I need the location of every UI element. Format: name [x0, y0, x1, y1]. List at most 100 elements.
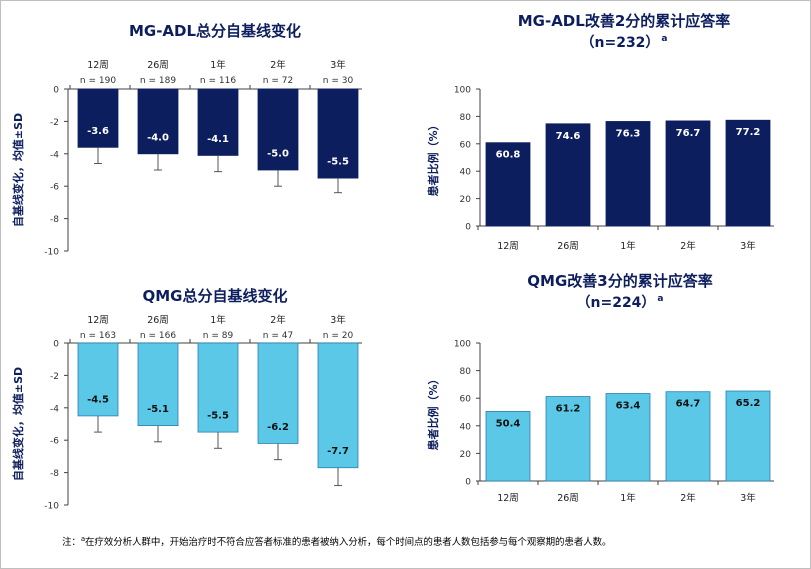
- n-label: n = 163: [80, 331, 116, 341]
- chart-subtitle-sup: a: [657, 294, 663, 304]
- n-label: n = 190: [80, 76, 116, 86]
- bar: [485, 142, 531, 227]
- value-label: -4.5: [87, 394, 109, 405]
- bar: [137, 88, 179, 155]
- n-label: n = 20: [323, 331, 354, 341]
- category-label: 12周: [497, 493, 519, 504]
- y-tick-label: 40: [460, 168, 472, 178]
- value-label: -6.2: [267, 422, 289, 433]
- y-axis-label: 自基线变化，均值±SD: [11, 113, 25, 227]
- y-tick-label: 60: [460, 140, 472, 150]
- value-label: 76.7: [676, 128, 701, 139]
- bar: [665, 391, 711, 482]
- y-tick-label: 20: [460, 195, 472, 205]
- value-label: -4.1: [207, 134, 229, 145]
- value-label: -3.6: [87, 126, 109, 137]
- value-label: 50.4: [496, 418, 521, 429]
- value-label: 61.2: [556, 404, 581, 415]
- y-tick-label: 80: [460, 367, 472, 377]
- bar: [137, 342, 179, 427]
- y-tick-label: -8: [50, 469, 59, 479]
- value-label: -7.7: [327, 446, 349, 457]
- footnote-text: 在疗效分析人群中，开始治疗时不符合应答者标准的患者被纳入分析，每个时间点的患者人…: [85, 537, 612, 548]
- value-label: 64.7: [676, 399, 701, 410]
- bar: [257, 88, 299, 171]
- bar: [317, 88, 359, 179]
- y-axis-label: 患者比例（%）: [426, 119, 440, 196]
- y-tick-label: 0: [465, 223, 471, 233]
- bar: [197, 88, 239, 156]
- y-tick-label: 0: [53, 340, 59, 350]
- category-label: 3年: [740, 492, 756, 504]
- value-label: -5.1: [147, 404, 169, 415]
- category-label: 2年: [680, 492, 696, 504]
- y-tick-label: 100: [454, 340, 471, 350]
- chart-subtitle: （n=232） a: [581, 34, 668, 51]
- category-label: 2年: [270, 59, 286, 71]
- bar: [317, 342, 359, 469]
- category-label: 26周: [557, 493, 579, 504]
- chart-4: QMG改善3分的累计应答率 （n=224） a 患者比例（%） 0 20 40 60 80 100…: [426, 272, 774, 504]
- y-tick-label: 0: [53, 86, 59, 96]
- bar: [605, 393, 651, 482]
- y-tick-label: -6: [50, 437, 59, 447]
- y-tick-label: 80: [460, 113, 472, 123]
- n-label: n = 166: [140, 331, 176, 341]
- category-label: 26周: [557, 241, 579, 252]
- y-tick-label: -8: [50, 215, 59, 225]
- y-tick-label: -4: [50, 404, 59, 414]
- value-label: 74.6: [556, 131, 581, 142]
- bar: [77, 88, 119, 148]
- y-tick-label: -10: [44, 248, 59, 258]
- y-tick-label: -2: [50, 118, 59, 128]
- y-tick-label: -2: [50, 372, 59, 382]
- y-tick-label: 40: [460, 422, 472, 432]
- value-label: -5.5: [207, 411, 229, 422]
- value-label: 77.2: [736, 127, 761, 138]
- chart-2: MG-ADL改善2分的累计应答率 （n=232） a 患者比例（%） 0 20 40 60 80…: [426, 12, 774, 252]
- chart-subtitle: （n=224） a: [577, 294, 664, 311]
- category-label: 12周: [87, 315, 109, 326]
- footnote-sup: a: [80, 534, 86, 543]
- y-tick-label: 0: [465, 478, 471, 488]
- category-label: 26周: [147, 60, 169, 71]
- bar: [77, 342, 119, 417]
- bar: [545, 396, 591, 482]
- n-label: n = 116: [200, 76, 236, 86]
- category-label: 26周: [147, 315, 169, 326]
- y-tick-label: 60: [460, 395, 472, 405]
- bar: [545, 123, 591, 227]
- chart-title: QMG总分自基线变化: [143, 287, 288, 305]
- chart-title: QMG改善3分的累计应答率: [527, 272, 712, 290]
- n-label: n = 30: [323, 76, 354, 86]
- category-label: 2年: [270, 314, 286, 326]
- y-tick-label: -6: [50, 183, 59, 193]
- category-label: 3年: [330, 314, 346, 326]
- bar: [665, 120, 711, 227]
- chart-title: MG-ADL改善2分的累计应答率: [518, 12, 731, 30]
- value-label: 65.2: [736, 398, 761, 409]
- category-label: 1年: [210, 59, 226, 71]
- bar: [197, 342, 239, 433]
- n-label: n = 189: [140, 76, 176, 86]
- y-axis-label: 自基线变化，均值±SD: [11, 367, 25, 481]
- category-label: 3年: [330, 59, 346, 71]
- chart-subtitle-sup: a: [661, 34, 667, 44]
- n-label: n = 72: [263, 76, 293, 86]
- bar: [485, 411, 531, 482]
- y-tick-label: -10: [44, 502, 59, 512]
- y-axis-label: 患者比例（%）: [426, 373, 440, 450]
- value-label: -5.5: [327, 157, 349, 168]
- category-label: 12周: [497, 241, 519, 252]
- value-label: -4.0: [147, 132, 169, 143]
- category-label: 12周: [87, 60, 109, 71]
- footnote-prefix: 注：: [62, 537, 81, 548]
- n-label: n = 47: [263, 331, 293, 341]
- value-label: -5.0: [267, 149, 289, 160]
- y-tick-label: -4: [50, 150, 59, 160]
- category-label: 1年: [210, 314, 226, 326]
- category-label: 1年: [620, 240, 636, 252]
